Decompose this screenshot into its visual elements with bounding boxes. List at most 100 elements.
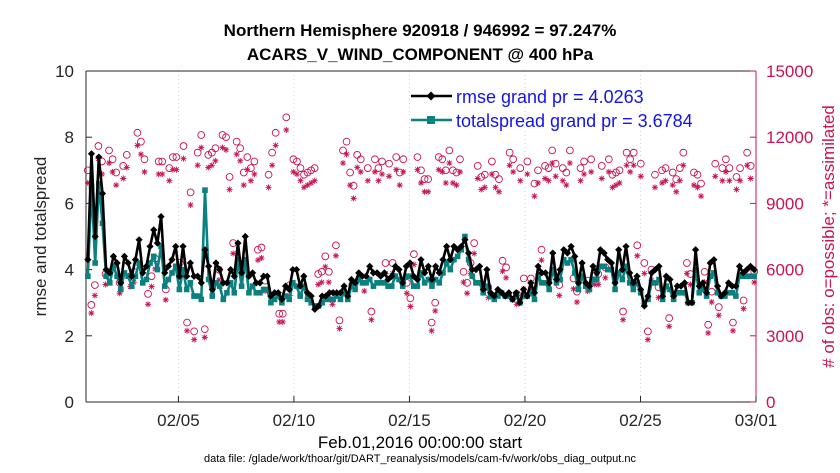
assimilated-obs-point — [88, 310, 95, 317]
assimilated-obs-point — [116, 290, 123, 297]
rmse-point — [439, 256, 447, 264]
rmse-point — [479, 285, 487, 294]
rmse-point — [578, 259, 586, 267]
assimilated-obs-point — [651, 184, 658, 191]
rmse-point — [131, 256, 140, 264]
possible-obs-point — [502, 263, 510, 272]
rmse-point — [450, 242, 458, 251]
rmse-point — [721, 289, 729, 297]
possible-obs-point — [587, 155, 596, 164]
y2-tick-label: 6000 — [766, 261, 804, 280]
rmse-point — [666, 275, 674, 284]
rmse-point — [593, 269, 601, 277]
assimilated-obs-point — [683, 270, 690, 277]
possible-obs-point — [495, 175, 503, 183]
rmse-point — [505, 289, 513, 297]
totalspread-point — [231, 289, 238, 296]
totalspread-point — [257, 289, 263, 296]
rmse-point — [380, 269, 388, 277]
totalspread-point — [352, 286, 358, 293]
totalspread-point — [169, 270, 175, 276]
totalspread-point — [139, 280, 146, 286]
assimilated-obs-point — [492, 184, 499, 191]
assimilated-obs-point — [698, 193, 705, 200]
rmse-point — [197, 279, 205, 287]
rmse-point — [366, 262, 374, 270]
possible-obs-point — [711, 159, 720, 168]
assimilated-obs-point — [552, 173, 559, 180]
x-tick-label: 02/15 — [388, 411, 431, 430]
possible-obs-point — [445, 146, 454, 155]
rmse-point — [245, 272, 253, 280]
totalspread-point — [374, 280, 380, 286]
totalspread-point — [711, 270, 717, 276]
totalspread-point — [648, 280, 655, 286]
totalspread-point — [297, 293, 303, 299]
assimilated-obs-point — [655, 294, 662, 301]
rmse-point — [212, 259, 220, 267]
assimilated-obs-point — [662, 177, 669, 184]
assimilated-obs-point — [556, 292, 563, 299]
rmse-point — [541, 269, 550, 277]
rmse-point — [410, 272, 418, 280]
possible-obs-point — [580, 157, 588, 166]
assimilated-obs-point — [293, 171, 300, 178]
assimilated-obs-point — [166, 177, 173, 184]
assimilated-obs-point — [740, 305, 747, 312]
rmse-point — [117, 279, 125, 287]
chart-title: Northern Hemisphere 920918 / 946992 = 97… — [223, 21, 617, 40]
rmse-point — [659, 292, 667, 300]
possible-obs-point — [225, 173, 234, 181]
totalspread-point — [136, 260, 142, 266]
totalspread-point — [198, 296, 205, 303]
possible-obs-point — [683, 259, 691, 267]
rmse-point — [223, 279, 231, 287]
rmse-point — [402, 262, 410, 270]
assimilated-obs-point — [464, 290, 471, 297]
assimilated-obs-point — [410, 261, 417, 268]
assimilated-obs-point — [439, 168, 446, 175]
possible-obs-point — [94, 142, 103, 150]
totalspread-point — [103, 273, 109, 280]
totalspread-point — [700, 286, 706, 293]
rmse-point — [274, 289, 282, 297]
rmse-point — [710, 256, 718, 264]
assimilated-obs-point — [513, 301, 520, 308]
possible-obs-point — [534, 166, 542, 175]
rmse-point — [87, 150, 96, 158]
y-tick-label: 4 — [65, 261, 74, 280]
assimilated-obs-point — [563, 182, 570, 189]
assimilated-obs-point — [375, 177, 382, 184]
totalspread-point — [388, 283, 395, 289]
possible-obs-point — [371, 155, 379, 164]
rmse-point — [677, 282, 685, 290]
possible-obs-point — [505, 148, 514, 157]
possible-obs-point — [183, 318, 191, 327]
assimilated-obs-point — [729, 327, 736, 334]
rmse-point — [582, 279, 590, 287]
rmse-point — [611, 279, 619, 287]
possible-obs-point — [243, 153, 252, 161]
totalspread-point — [667, 286, 673, 293]
assimilated-obs-point — [559, 177, 566, 184]
possible-obs-point — [342, 137, 351, 146]
rmse-point — [651, 266, 659, 274]
rmse-point — [201, 246, 209, 254]
totalspread-point — [194, 293, 201, 299]
rmse-point — [428, 275, 436, 284]
totalspread-point — [363, 280, 369, 286]
rmse-point — [252, 279, 260, 287]
totalspread-point — [381, 280, 388, 286]
assimilated-obs-point — [123, 164, 130, 171]
possible-obs-point — [122, 151, 131, 159]
assimilated-obs-point — [396, 182, 403, 189]
possible-obs-point — [257, 243, 266, 252]
assimilated-obs-point — [517, 177, 524, 184]
possible-obs-point — [87, 301, 96, 309]
assimilated-obs-point — [336, 325, 343, 332]
rmse-point — [325, 289, 334, 297]
assimilated-obs-point — [442, 179, 449, 186]
assimilated-obs-point — [329, 301, 336, 308]
assimilated-obs-point — [577, 177, 584, 184]
rmse-point — [333, 289, 341, 297]
